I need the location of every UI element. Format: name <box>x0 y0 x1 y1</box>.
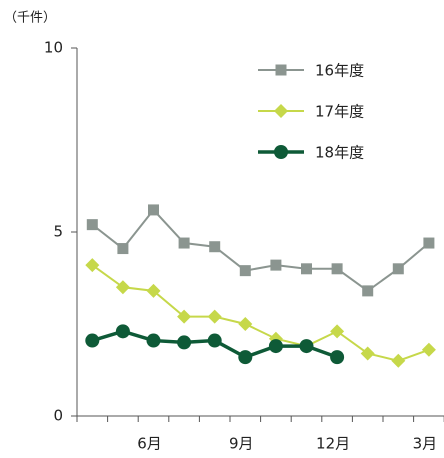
series-line <box>91 264 430 362</box>
y-tick-label: 5 <box>53 223 63 241</box>
point <box>146 283 161 298</box>
point <box>86 219 98 231</box>
y-tick-label: 10 <box>44 39 63 57</box>
point <box>421 342 436 357</box>
unit-label: （千件） <box>4 11 56 26</box>
point <box>360 346 375 361</box>
series-line <box>91 208 430 293</box>
point <box>301 263 312 275</box>
point <box>270 259 282 271</box>
point <box>423 237 435 249</box>
legend-marker <box>275 64 287 76</box>
x-tick-label: 3月 <box>413 435 438 453</box>
point <box>146 333 161 348</box>
point <box>85 333 100 348</box>
legend-marker <box>274 145 288 159</box>
point <box>115 280 130 295</box>
point <box>330 324 345 339</box>
x-tick-label: 6月 <box>137 435 162 453</box>
x-tick-label: 12月 <box>316 435 350 453</box>
point <box>177 335 192 350</box>
point <box>177 309 192 324</box>
point <box>207 333 222 348</box>
legend-label: 16年度 <box>315 62 364 80</box>
point <box>115 324 130 339</box>
y-tick-label: 0 <box>53 407 63 425</box>
point <box>178 237 190 249</box>
point <box>117 243 129 255</box>
point <box>392 263 404 275</box>
legend-marker <box>274 104 288 118</box>
point <box>207 309 222 324</box>
point <box>148 204 159 216</box>
point <box>331 263 343 275</box>
point <box>268 339 283 354</box>
legend-label: 17年度 <box>315 103 364 121</box>
point <box>85 258 100 273</box>
point <box>239 265 251 277</box>
point <box>391 353 406 368</box>
point <box>362 285 374 297</box>
point <box>299 339 314 354</box>
point <box>330 350 345 365</box>
point <box>238 350 253 365</box>
x-tick-label: 9月 <box>229 435 254 453</box>
legend-label: 18年度 <box>315 144 364 162</box>
point <box>209 241 221 253</box>
point <box>238 317 253 331</box>
